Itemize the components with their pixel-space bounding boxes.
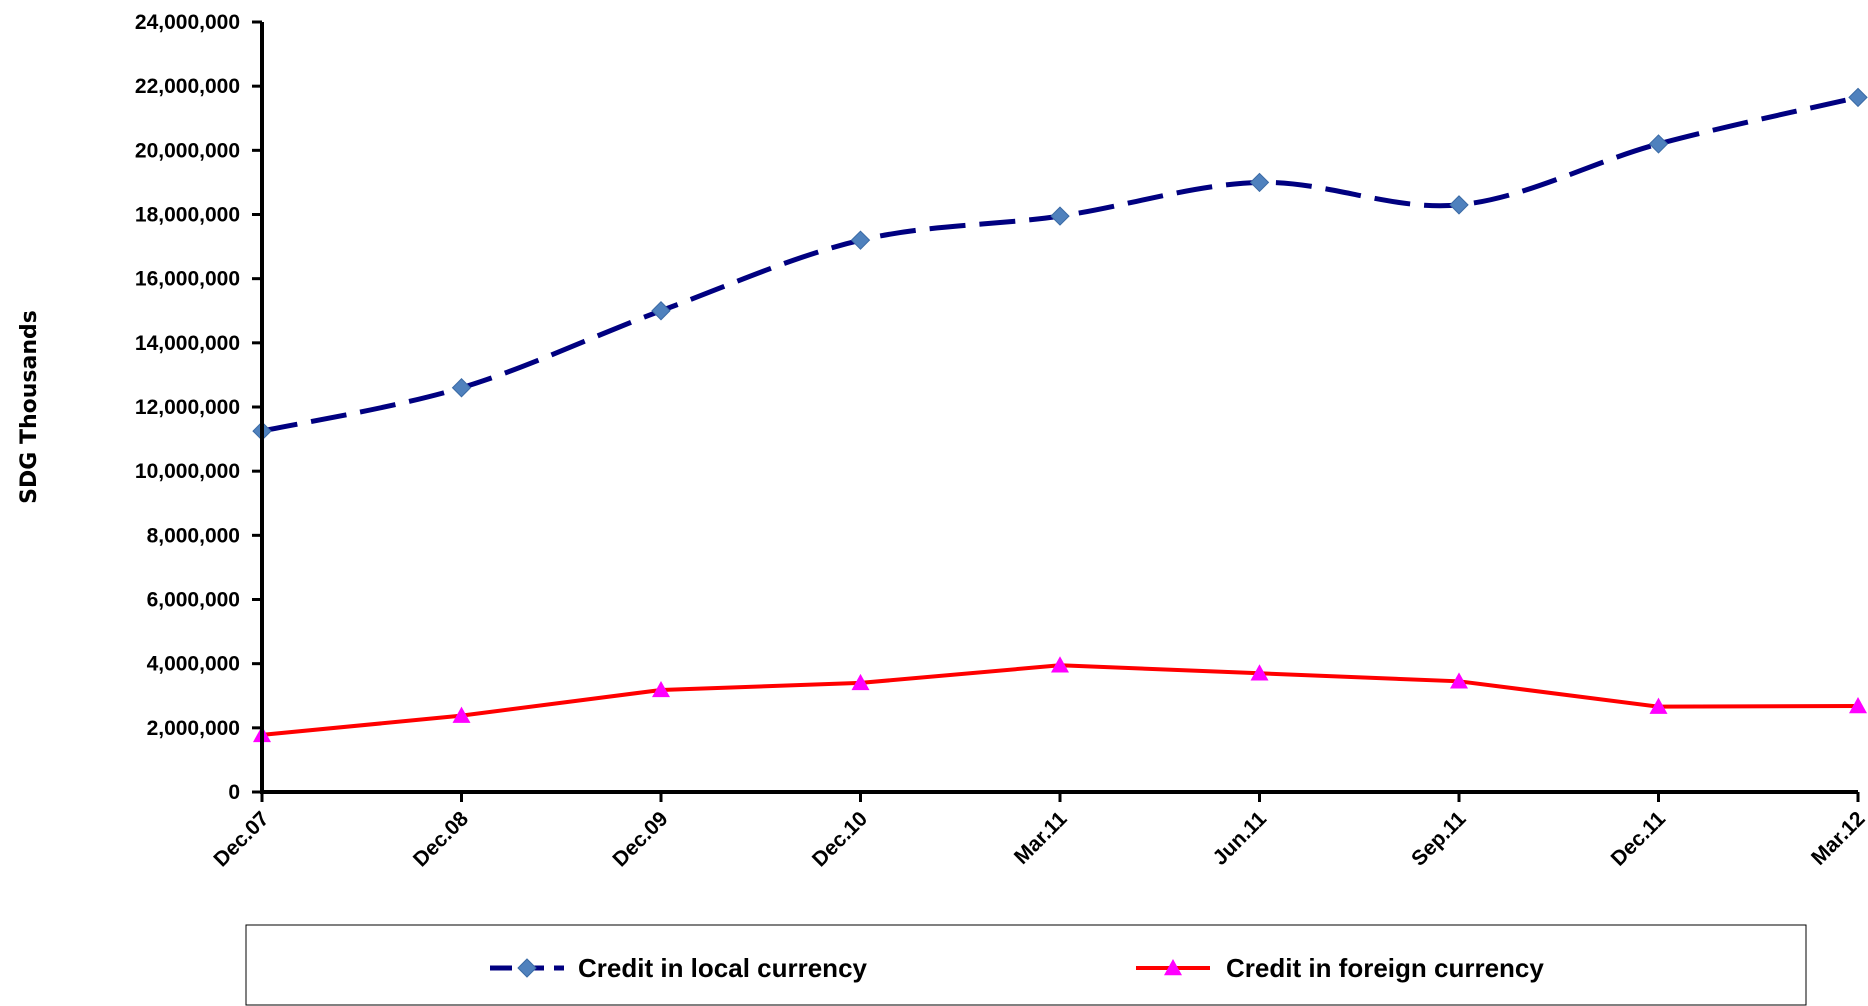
legend-label: Credit in local currency	[578, 953, 868, 983]
data-point	[1449, 195, 1469, 215]
data-point	[1848, 87, 1868, 108]
y-tick-label: 2,000,000	[147, 717, 240, 740]
series-layer	[252, 87, 1868, 743]
x-tick-label: Dec.08	[409, 807, 473, 871]
data-point	[1649, 697, 1668, 714]
y-tick-label: 0	[228, 781, 240, 804]
y-tick-label: 20,000,000	[135, 139, 240, 162]
x-tick-label: Dec.10	[808, 807, 872, 871]
x-tick-label: Sep.11	[1407, 807, 1471, 871]
x-tick-label: Dec.11	[1607, 807, 1671, 871]
y-tick-label: 8,000,000	[147, 524, 240, 547]
y-tick-labels: 0 2,000,000 4,000,000 6,000,000 8,000,000 10,…	[135, 11, 240, 804]
y-tick-label: 22,000,000	[135, 75, 240, 98]
legend-swatch-marker	[1164, 959, 1182, 976]
data-point	[1450, 672, 1468, 689]
series-2	[253, 656, 1867, 743]
data-point	[451, 378, 472, 398]
series-line	[261, 663, 1859, 737]
x-tick-label: Mar.12	[1807, 807, 1868, 870]
legend-item-1: Credit in local currency	[490, 953, 868, 983]
x-tick-label: Dec.07	[209, 807, 273, 871]
y-tick-label: 6,000,000	[147, 589, 240, 612]
data-point	[1050, 206, 1070, 226]
data-point	[1250, 664, 1269, 681]
series-line	[261, 94, 1859, 434]
data-point	[452, 706, 471, 723]
y-axis-label: SDG Thousands	[17, 310, 42, 504]
y-tick-label: 16,000,000	[135, 268, 240, 291]
y-tick-label: 4,000,000	[147, 653, 240, 676]
data-point	[651, 301, 671, 321]
data-point	[1249, 172, 1270, 193]
y-tick-label: 18,000,000	[135, 204, 240, 227]
axes-layer	[252, 20, 1860, 802]
x-tick-label: Jun.11	[1209, 807, 1272, 870]
x-tick-label: Mar.11	[1010, 807, 1072, 869]
y-tick-label: 12,000,000	[135, 396, 240, 419]
legend-swatch-marker	[517, 958, 537, 978]
x-tick-labels: Dec.07 Dec.08 Dec.09 Dec.10 Mar.11 Jun.11 Sep.…	[209, 807, 1868, 871]
y-tick-label: 24,000,000	[135, 11, 240, 34]
data-point	[850, 230, 871, 250]
x-tick-label: Dec.09	[608, 807, 672, 871]
data-point	[1648, 134, 1669, 154]
legend: Credit in local currency Credit in foreig…	[245, 924, 1807, 1006]
data-point	[1849, 697, 1867, 714]
legend-item-2: Credit in foreign currency	[1136, 953, 1544, 983]
data-point	[652, 680, 670, 698]
legend-box	[245, 924, 1807, 1006]
series-1	[252, 87, 1868, 441]
y-tick-label: 14,000,000	[135, 332, 240, 355]
y-tick-label: 10,000,000	[135, 460, 240, 483]
legend-label: Credit in foreign currency	[1226, 953, 1544, 983]
data-point	[1051, 656, 1069, 673]
data-point	[851, 673, 870, 691]
